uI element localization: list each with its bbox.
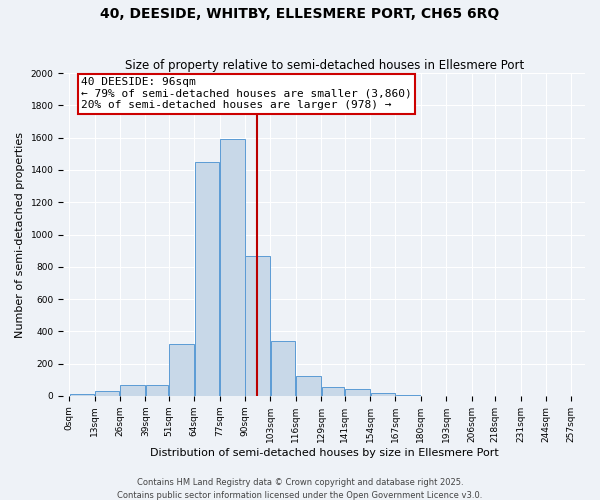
Bar (121, 386, 145, 396)
Bar (194, 162, 219, 396)
Bar (296, 376, 321, 396)
Bar (371, 392, 395, 396)
Text: Contains HM Land Registry data © Crown copyright and database right 2025.
Contai: Contains HM Land Registry data © Crown c… (118, 478, 482, 500)
Text: 40, DEESIDE, WHITBY, ELLESMERE PORT, CH65 6RQ: 40, DEESIDE, WHITBY, ELLESMERE PORT, CH6… (100, 8, 500, 22)
Bar (70, 394, 94, 396)
Bar (146, 384, 169, 396)
Bar (345, 390, 370, 396)
Y-axis label: Number of semi-detached properties: Number of semi-detached properties (15, 132, 25, 338)
Bar (322, 387, 344, 396)
Bar (245, 256, 270, 396)
Bar (169, 344, 194, 396)
Title: Size of property relative to semi-detached houses in Ellesmere Port: Size of property relative to semi-detach… (125, 59, 524, 72)
Bar (95, 391, 119, 396)
Bar (396, 395, 421, 396)
Bar (220, 140, 245, 396)
X-axis label: Distribution of semi-detached houses by size in Ellesmere Port: Distribution of semi-detached houses by … (150, 448, 499, 458)
Bar (271, 341, 295, 396)
Text: 40 DEESIDE: 96sqm
← 79% of semi-detached houses are smaller (3,860)
20% of semi-: 40 DEESIDE: 96sqm ← 79% of semi-detached… (81, 77, 412, 110)
